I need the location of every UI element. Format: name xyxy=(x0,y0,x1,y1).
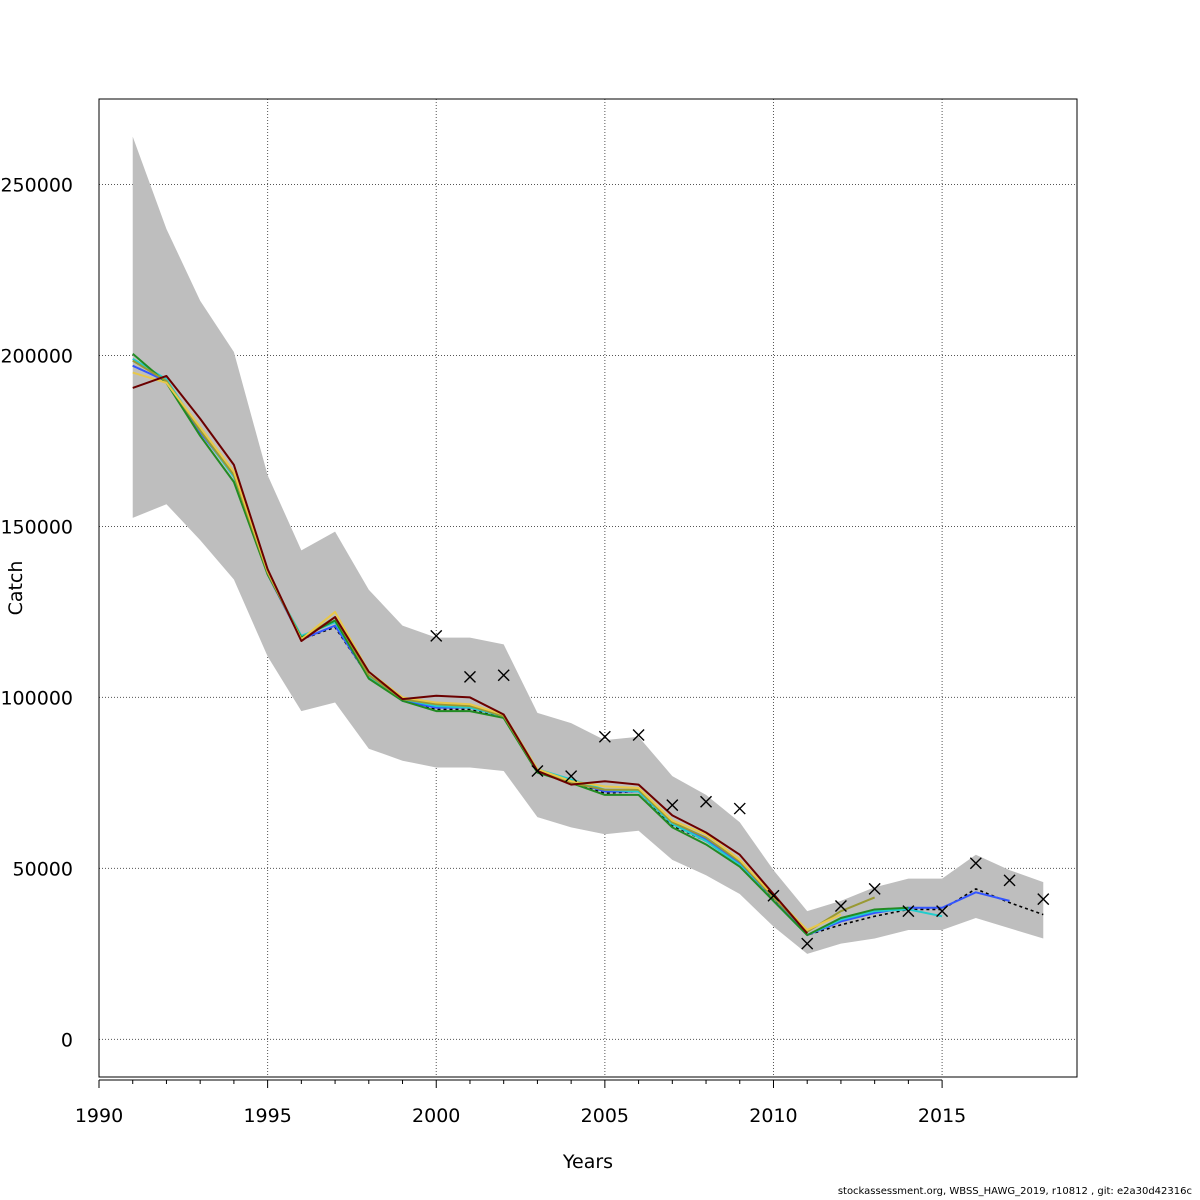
observed-point-stroke xyxy=(801,937,814,950)
y-axis: 0 50000 100000 150000 200000 250000 xyxy=(0,174,73,1051)
observed-point-stroke xyxy=(969,857,982,870)
observed-point xyxy=(666,799,679,812)
y-tick-label: 100000 xyxy=(0,687,73,709)
observed-point xyxy=(936,905,949,918)
observed-point xyxy=(969,857,982,870)
observed-point-stroke xyxy=(1003,874,1016,887)
observed-point xyxy=(767,889,780,902)
observed-point-stroke xyxy=(531,764,544,777)
x-axis-title: Years xyxy=(562,1151,613,1173)
observed-point-stroke xyxy=(497,669,510,682)
observed-point xyxy=(632,729,645,742)
observed-point xyxy=(565,770,578,783)
confidence-band xyxy=(132,136,1044,954)
observed-point xyxy=(700,795,713,808)
observed-point-stroke xyxy=(430,629,443,642)
series-line-7 xyxy=(132,374,808,935)
observed-point xyxy=(598,730,611,743)
y-tick-label: 0 xyxy=(61,1029,73,1051)
observed-points xyxy=(430,629,1050,950)
observed-point xyxy=(801,937,814,950)
observed-point xyxy=(531,764,544,777)
observed-point xyxy=(463,670,476,683)
observed-point-stroke xyxy=(733,802,746,815)
x-tick-label: 2000 xyxy=(412,1105,460,1127)
observed-point-stroke xyxy=(666,799,679,812)
y-tick-label: 50000 xyxy=(13,858,73,880)
y-axis-title: Catch xyxy=(5,561,27,616)
observed-point xyxy=(430,629,443,642)
observed-point-stroke xyxy=(834,900,847,913)
observed-point-stroke xyxy=(1037,893,1050,906)
x-axis: 1990 1995 2000 2005 2010 2015 xyxy=(75,1079,966,1127)
plot-frame xyxy=(98,98,1078,1078)
observed-point-stroke xyxy=(565,770,578,783)
observed-point xyxy=(1003,874,1016,887)
x-tick-label: 2010 xyxy=(749,1105,797,1127)
y-tick-label: 200000 xyxy=(0,345,73,367)
observed-point-stroke xyxy=(463,670,476,683)
confidence-band-area xyxy=(132,136,1044,954)
observed-point-stroke xyxy=(936,905,949,918)
observed-point xyxy=(834,900,847,913)
x-tick-label: 1995 xyxy=(243,1105,291,1127)
observed-point xyxy=(1037,893,1050,906)
y-tick-label: 250000 xyxy=(0,174,73,196)
x-tick-label: 2015 xyxy=(918,1105,966,1127)
observed-point-stroke xyxy=(700,795,713,808)
x-tick-label: 1990 xyxy=(75,1105,123,1127)
footer-credit: stockassessment.org, WBSS_HAWG_2019, r10… xyxy=(837,1186,1192,1197)
observed-point xyxy=(733,802,746,815)
observed-point xyxy=(868,882,881,895)
observed-point xyxy=(902,905,915,918)
observed-point-stroke xyxy=(598,730,611,743)
observed-point-stroke xyxy=(632,729,645,742)
x-tick-label: 2005 xyxy=(581,1105,629,1127)
observed-point-stroke xyxy=(868,882,881,895)
observed-point-stroke xyxy=(902,905,915,918)
series-line-6 xyxy=(132,371,842,931)
data-series xyxy=(132,353,1044,937)
observed-point-stroke xyxy=(767,889,780,902)
y-tick-label: 150000 xyxy=(0,516,73,538)
series-line-2 xyxy=(132,364,1010,937)
observed-point xyxy=(497,669,510,682)
